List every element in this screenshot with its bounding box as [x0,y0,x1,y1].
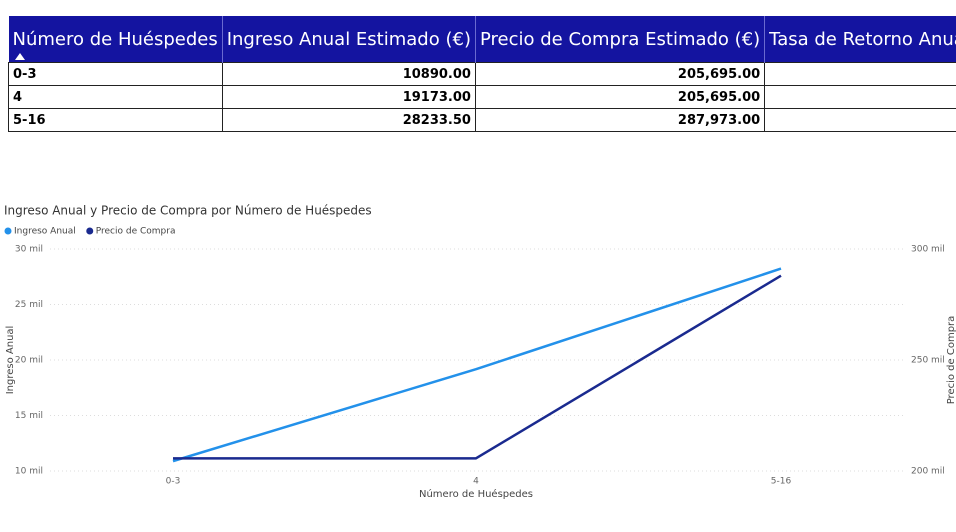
x-tick-label: 0-3 [166,477,181,487]
table-cell: 5-16 [8,108,223,132]
y2-axis-title: Precio de Compra [946,316,956,405]
table-cell: 28233.50 [221,108,476,132]
data-table: Número de Huéspedes Ingreso Anual Estima… [8,16,956,132]
chart-title: Ingreso Anual y Precio de Compra por Núm… [4,204,372,218]
x-axis-title: Número de Huéspedes [419,488,533,500]
header-row: Número de Huéspedes Ingreso Anual Estima… [8,16,956,63]
table-cell: 10.55 [764,108,956,132]
header-cell[interactable]: Precio de Compra Estimado (€) [475,16,766,63]
y2-tick-label: 250 mil [911,356,945,366]
y-tick-label: 20 mil [15,356,43,366]
line-series [173,274,782,460]
header-cell[interactable]: Ingreso Anual Estimado (€) [222,16,476,63]
table-body: 0-310890.00205,695.006.68419173.00205,69… [8,62,956,132]
y-tick-label: 10 mil [15,467,43,477]
x-tick-label: 4 [473,477,479,487]
y-tick-label: 25 mil [15,300,43,310]
table-cell: 4 [8,85,223,109]
header-cell[interactable]: Tasa de Retorno Anual (ROI) % [764,16,956,63]
legend-label: Precio de Compra [96,227,176,237]
x-tick-label: 5-16 [771,477,792,487]
y2-tick-label: 200 mil [911,467,945,477]
line-series [172,267,782,463]
legend-marker [4,227,12,235]
y-tick-label: 15 mil [15,411,43,421]
y-tick-label: 30 mil [15,245,43,255]
legend-label: Ingreso Anual [14,227,76,237]
legend-marker [86,227,94,235]
y-axis-title: Ingreso Anual [5,326,16,395]
header-cell[interactable]: Número de Huéspedes [8,16,223,63]
sort-icon [14,53,25,60]
table-cell: 287,973.00 [474,108,766,132]
y2-tick-label: 300 mil [911,245,945,255]
header-text: Número de Huéspedes [12,28,218,50]
table-cell: 0-3 [8,62,223,86]
